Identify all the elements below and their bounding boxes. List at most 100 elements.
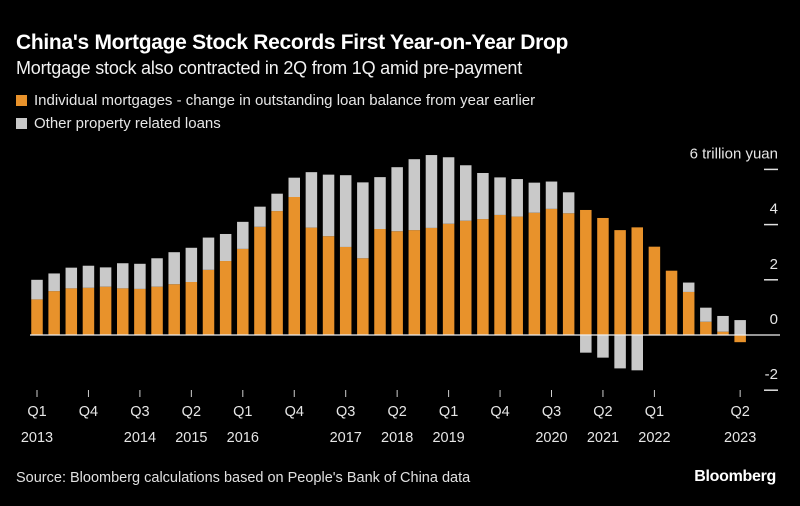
x-tick-label-quarter: Q1 [27, 404, 46, 420]
x-tick-label-quarter: Q1 [645, 404, 664, 420]
bar-individual-mortgages [545, 208, 558, 335]
bar-other-property-loans [322, 174, 335, 237]
bar-other-property-loans [494, 177, 506, 215]
x-tick-label-quarter: Q1 [439, 404, 458, 420]
bar-other-property-loans [288, 177, 300, 197]
bar-other-property-loans [134, 263, 146, 289]
y-tick-label: 6 trillion yuan [690, 145, 778, 162]
bar-individual-mortgages [48, 291, 60, 335]
bar-individual-mortgages [202, 269, 215, 335]
bar-individual-mortgages [425, 227, 438, 335]
x-tick-label-quarter: Q3 [336, 404, 355, 420]
bar-individual-mortgages [597, 217, 609, 335]
bar-individual-mortgages [305, 227, 318, 335]
bar-other-property-loans [202, 237, 215, 270]
bar-individual-mortgages [734, 335, 746, 343]
bar-other-property-loans [99, 267, 112, 287]
bar-other-property-loans [31, 279, 43, 300]
bar-individual-mortgages [665, 270, 678, 335]
chart-title: China's Mortgage Stock Records First Yea… [16, 31, 569, 54]
bar-individual-mortgages [580, 209, 592, 335]
bar-other-property-loans [185, 247, 198, 283]
bar-individual-mortgages [339, 246, 352, 335]
x-tick-label-year: 2019 [432, 430, 464, 446]
bar-individual-mortgages [322, 236, 335, 335]
bar-other-property-loans [717, 315, 729, 332]
bar-individual-mortgages [614, 230, 626, 335]
x-tick-label-year: 2015 [175, 430, 207, 446]
bar-individual-mortgages [442, 223, 455, 335]
legend-swatch-grey [16, 118, 27, 129]
bar-other-property-loans [219, 233, 232, 262]
y-tick-label: 4 [770, 201, 778, 218]
chart-subtitle: Mortgage stock also contracted in 2Q fro… [16, 58, 523, 78]
bar-other-property-loans [562, 192, 575, 214]
bar-individual-mortgages [151, 286, 163, 335]
bar-other-property-loans [477, 172, 489, 220]
bar-other-property-loans [580, 335, 592, 353]
bar-individual-mortgages [99, 286, 112, 335]
bar-other-property-loans [460, 165, 472, 221]
bloomberg-logo: Bloomberg [694, 468, 776, 485]
bar-individual-mortgages [700, 321, 712, 335]
bar-individual-mortgages [82, 287, 95, 335]
x-tick-label-quarter: Q4 [490, 404, 509, 420]
bar-individual-mortgages [237, 248, 249, 335]
bar-other-property-loans [734, 320, 746, 335]
bar-individual-mortgages [408, 230, 421, 335]
x-tick-label-quarter: Q4 [285, 404, 304, 420]
bar-other-property-loans [682, 282, 695, 292]
y-tick-label: 2 [770, 256, 778, 273]
bar-other-property-loans [408, 159, 421, 231]
bar-individual-mortgages [65, 288, 78, 335]
legend-item-other: Other property related loans [16, 115, 221, 132]
bar-other-property-loans [374, 177, 386, 230]
legend-label: Other property related loans [34, 115, 221, 132]
bar-individual-mortgages [134, 288, 146, 335]
bar-other-property-loans [151, 258, 163, 287]
bar-individual-mortgages [288, 197, 300, 335]
x-tick-label-year: 2021 [587, 430, 619, 446]
bar-individual-mortgages [117, 288, 129, 335]
x-tick-label-quarter: Q3 [130, 404, 149, 420]
bar-individual-mortgages [494, 214, 506, 335]
bar-other-property-loans [339, 175, 352, 247]
x-tick-label-quarter: Q2 [730, 404, 749, 420]
bar-other-property-loans [528, 182, 541, 213]
x-tick-label-quarter: Q2 [387, 404, 406, 420]
bar-individual-mortgages [682, 291, 695, 335]
legend-item-individual: Individual mortgages - change in outstan… [16, 92, 535, 109]
bar-other-property-loans [391, 167, 403, 232]
legend-label: Individual mortgages - change in outstan… [34, 92, 536, 109]
y-tick-label: -2 [765, 366, 778, 383]
bar-other-property-loans [117, 263, 129, 289]
bar-individual-mortgages [460, 220, 472, 335]
bar-individual-mortgages [511, 216, 523, 335]
bar-individual-mortgages [271, 211, 283, 335]
source-note: Source: Bloomberg calculations based on … [16, 470, 471, 486]
bar-other-property-loans [254, 206, 266, 227]
bar-individual-mortgages [219, 261, 232, 335]
x-tick-label-year: 2016 [227, 430, 259, 446]
bar-other-property-loans [237, 221, 249, 249]
x-tick-label-year: 2018 [381, 430, 413, 446]
bar-other-property-loans [545, 181, 558, 209]
bar-individual-mortgages [254, 226, 266, 335]
bar-other-property-loans [597, 335, 609, 358]
bar-individual-mortgages [185, 282, 198, 335]
x-tick-label-quarter: Q2 [593, 404, 612, 420]
x-tick-label-quarter: Q4 [79, 404, 98, 420]
x-tick-label-year: 2023 [724, 430, 756, 446]
x-tick-label-quarter: Q2 [182, 404, 201, 420]
bar-individual-mortgages [168, 284, 180, 335]
bar-other-property-loans [357, 182, 369, 259]
x-tick-label-year: 2022 [638, 430, 670, 446]
x-tick-label-quarter: Q1 [233, 404, 252, 420]
x-tick-label-year: 2014 [124, 430, 156, 446]
legend-swatch-orange [16, 95, 27, 106]
bar-other-property-loans [271, 193, 283, 212]
bar-other-property-loans [305, 172, 318, 228]
y-tick-label: 0 [770, 311, 778, 328]
